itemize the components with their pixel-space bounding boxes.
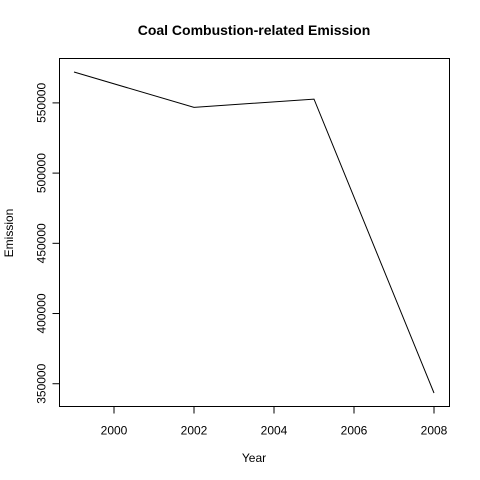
plot-area — [59, 58, 450, 407]
y-tick-label: 550000 — [35, 83, 49, 123]
x-tick-label: 2004 — [261, 424, 288, 438]
x-tick-label: 2002 — [181, 424, 208, 438]
series-layer — [73, 71, 435, 394]
x-axis-label: Year — [242, 451, 266, 465]
x-tick-label: 2008 — [421, 424, 448, 438]
y-axis-label: Emission — [2, 209, 16, 258]
y-tick-label: 500000 — [35, 153, 49, 193]
y-tick-label: 400000 — [35, 293, 49, 333]
y-tick-label: 450000 — [35, 223, 49, 263]
series-line — [73, 71, 435, 394]
y-axis: 350000 400000 450000 500000 550000 — [35, 83, 60, 404]
x-axis: 2000 2002 2004 2006 2008 — [101, 406, 448, 438]
chart-title: Coal Combustion-related Emission — [138, 22, 371, 38]
x-tick-label: 2000 — [101, 424, 128, 438]
y-tick-label: 350000 — [35, 363, 49, 403]
x-tick-label: 2006 — [341, 424, 368, 438]
